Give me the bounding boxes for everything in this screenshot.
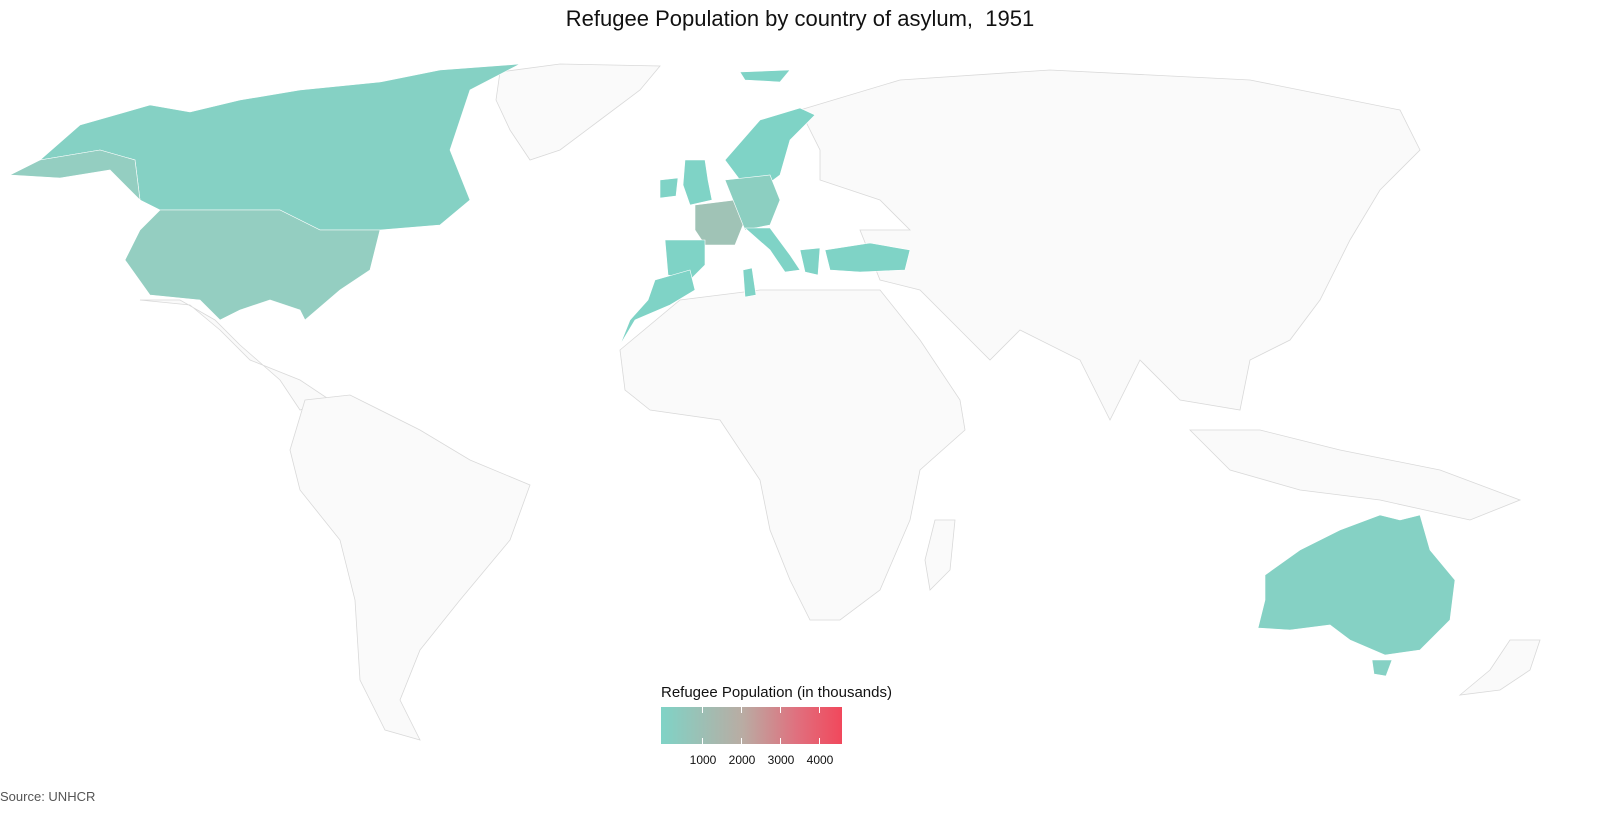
country-denmark-islands[interactable] <box>739 69 791 83</box>
legend: Refugee Population (in thousands) 1000 2… <box>661 684 901 767</box>
country-iberia[interactable] <box>664 239 706 281</box>
country-tasmania[interactable] <box>1371 659 1393 677</box>
world-map <box>8 63 1541 741</box>
legend-title: Refugee Population (in thousands) <box>661 684 892 701</box>
country-ireland[interactable] <box>659 177 679 199</box>
base-land <box>139 63 1541 741</box>
legend-tick-label: 1000 <box>689 753 717 767</box>
land-eurasia <box>799 69 1421 421</box>
country-united-states[interactable] <box>124 209 381 321</box>
legend-tick-4000 <box>819 707 820 744</box>
legend-tick-label: 2000 <box>728 753 756 767</box>
country-italy[interactable] <box>744 227 801 273</box>
refugee-countries <box>8 63 1456 677</box>
land-greenland <box>495 63 661 161</box>
country-turkey[interactable] <box>824 242 911 273</box>
legend-tick-1000 <box>702 707 703 744</box>
land-africa <box>619 289 966 621</box>
country-central-europe[interactable] <box>724 174 781 231</box>
land-southeast-asia-islands <box>1189 429 1522 521</box>
country-australia[interactable] <box>1257 514 1456 656</box>
country-morocco[interactable] <box>619 269 696 346</box>
legend-tick-2000 <box>741 707 742 744</box>
legend-tick-3000 <box>780 707 781 744</box>
land-north-america <box>139 299 331 411</box>
country-tunisia[interactable] <box>742 267 757 298</box>
land-south-america <box>289 394 531 741</box>
country-uk[interactable] <box>682 159 713 206</box>
legend-colorbar: 1000 2000 3000 4000 <box>661 707 842 767</box>
country-canada[interactable] <box>39 63 521 231</box>
map-title: Refugee Population by country of asylum,… <box>565 6 1035 31</box>
land-madagascar <box>924 519 956 591</box>
country-alaska-us[interactable] <box>8 149 141 201</box>
legend-tick-label: 4000 <box>806 753 834 767</box>
country-greece[interactable] <box>799 247 821 276</box>
source-caption: Source: UNHCR <box>0 789 96 804</box>
legend-tick-label: 3000 <box>767 753 795 767</box>
land-new-zealand <box>1458 639 1541 696</box>
